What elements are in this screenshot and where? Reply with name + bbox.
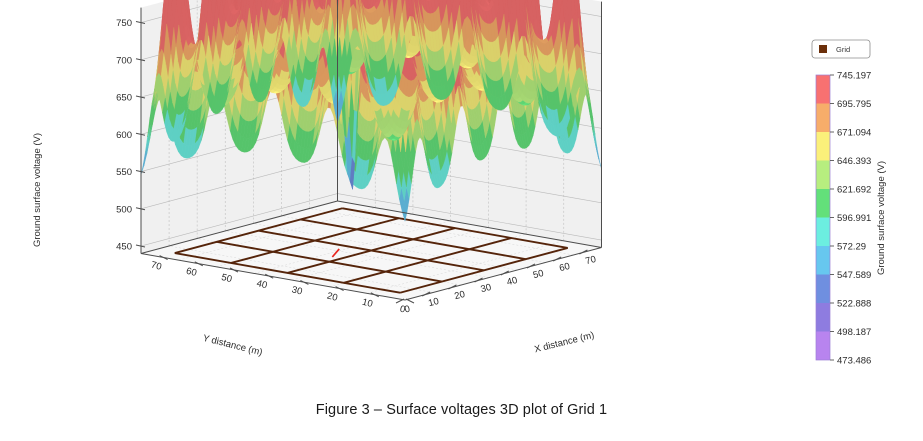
colorbar-tick-label: 745.197 [837, 70, 871, 81]
tick-label: 700 [116, 55, 132, 66]
axis-ticks: 4505005506006507007500102030405060700102… [116, 18, 597, 316]
colorbar-tick-label: 646.393 [837, 156, 871, 167]
surface-plot-3d: 4505005506006507007500102030405060700102… [32, 0, 887, 366]
legend-label: Grid [836, 45, 850, 54]
tick-label: 50 [220, 272, 233, 285]
tick-label: 750 [116, 18, 132, 29]
grid-conductors [174, 207, 568, 294]
tick-label: 10 [361, 297, 374, 310]
colorbar-tick-label: 596.991 [837, 213, 871, 224]
tick-label: 70 [150, 260, 163, 273]
y-axis-label: Y distance (m) [202, 333, 264, 358]
tick-label: 600 [116, 130, 132, 141]
colorbar-tick-label: 547.589 [837, 270, 871, 281]
tick-label: 20 [326, 291, 339, 304]
tick-label: 20 [453, 289, 466, 302]
z-axis-label: Ground surface voltage (V) [32, 133, 43, 247]
tick-label: 50 [532, 268, 545, 281]
legend-swatch [819, 45, 827, 53]
voltage-surface [140, 0, 602, 222]
tick-label: 550 [116, 167, 132, 178]
colorbar-label: Ground surface voltage (V) [876, 161, 887, 275]
colorbar-tick-label: 498.187 [837, 327, 871, 338]
x-axis-label: X distance (m) [533, 330, 595, 355]
colorbar[interactable]: 745.197 695.795 671.094 646.393 621.692 596.9… [815, 70, 887, 366]
legend-box[interactable]: Grid [811, 39, 871, 59]
figure-caption: Figure 3 – Surface voltages 3D plot of G… [315, 402, 608, 418]
tick-label: 60 [185, 266, 198, 279]
colorbar-tick-label: 473.486 [837, 355, 871, 366]
colorbar-tick-label: 621.692 [837, 184, 871, 195]
colorbar-tick-label: 695.795 [837, 99, 871, 110]
tick-label: 60 [558, 261, 571, 274]
colorbar-tick-label: 572.29 [837, 241, 866, 252]
colorbar-tick-label: 671.094 [837, 127, 871, 138]
tick-label: 10 [427, 296, 440, 309]
tick-label: 40 [506, 275, 519, 288]
tick-label: 0 [399, 304, 407, 316]
colorbar-tick-label: 522.888 [837, 298, 871, 309]
axis-lines [140, 0, 602, 301]
colorbar-ticks: 745.197 695.795 671.094 646.393 621.692 596.9… [830, 70, 871, 366]
tick-label: 30 [291, 284, 304, 297]
tick-label: 0 [403, 304, 411, 316]
tick-label: 30 [480, 282, 493, 295]
tick-label: 650 [116, 93, 132, 104]
tick-label: 70 [584, 254, 597, 267]
tick-label: 40 [255, 278, 268, 291]
tick-label: 450 [116, 242, 132, 253]
tick-label: 500 [116, 204, 132, 215]
